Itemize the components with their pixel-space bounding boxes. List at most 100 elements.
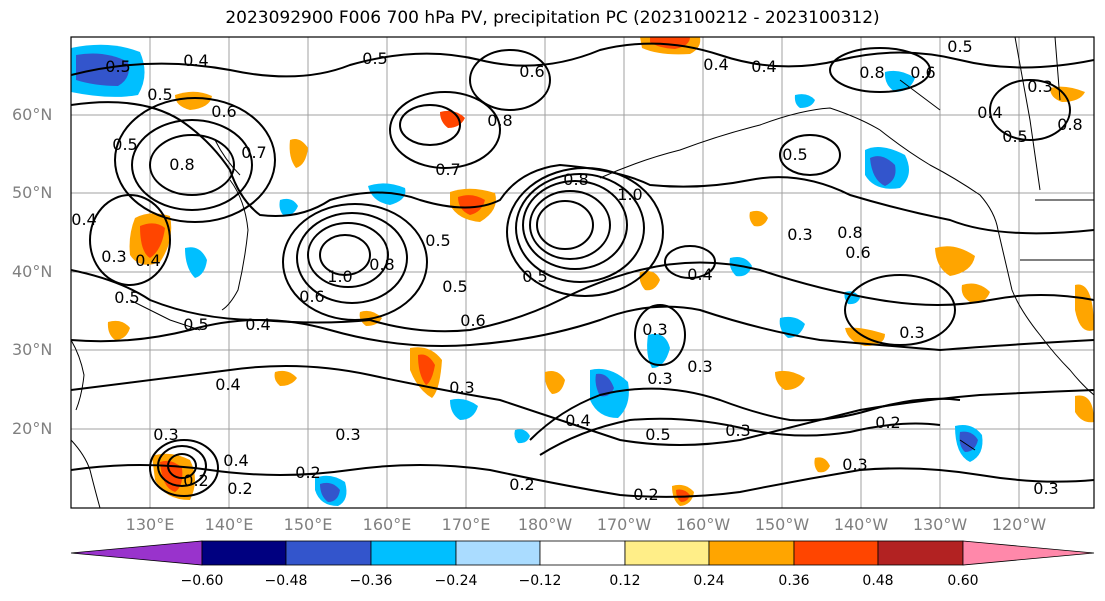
lon-label: 170°E: [441, 515, 491, 534]
contour-label: 0.6: [519, 62, 544, 81]
lon-label: 130°W: [912, 515, 968, 534]
contour-label: 0.4: [183, 51, 208, 70]
contour-label: 0.2: [875, 413, 900, 432]
contour-label: 0.5: [442, 277, 467, 296]
lat-label: 30°N: [12, 340, 53, 359]
colorbar-swatch: [624, 540, 710, 566]
contour-label: 0.3: [153, 425, 178, 444]
contour-label: 0.5: [782, 145, 807, 164]
contour-label: 0.3: [687, 357, 712, 376]
contour-label: 0.4: [703, 55, 728, 74]
contour-label: 0.5: [183, 315, 208, 334]
contour-label: 0.5: [114, 288, 139, 307]
colorbar-swatch: [370, 540, 457, 566]
contour-label: 0.5: [362, 49, 387, 68]
contour-label: 0.2: [183, 471, 208, 490]
contour-label: 0.3: [842, 455, 867, 474]
contour-label: 0.4: [135, 251, 160, 270]
contour-label: 0.6: [299, 287, 324, 306]
contour-label: 0.6: [460, 311, 485, 330]
colorbar-tick-label: 0.36: [778, 573, 810, 589]
lon-label: 170°W: [596, 515, 652, 534]
lat-label: 60°N: [12, 105, 53, 124]
lat-label: 40°N: [12, 262, 53, 281]
colorbar-swatch: [877, 540, 964, 566]
colorbar-swatch: [793, 540, 879, 566]
contour-label: 0.4: [977, 103, 1002, 122]
contour-label: 0.5: [522, 267, 547, 286]
contour-label: 0.7: [241, 143, 266, 162]
contour-label: 1.0: [327, 267, 352, 286]
colorbar-swatch: [708, 540, 795, 566]
lon-label: 150°W: [754, 515, 810, 534]
contour-label: 0.4: [223, 451, 248, 470]
contour-label: 0.3: [335, 425, 360, 444]
contour-label: 0.8: [1057, 115, 1082, 134]
contour-labels: 0.5 0.4 0.5 0.6 0.5 0.8 0.7 0.8 0.5 0.7 …: [71, 37, 1082, 504]
contour-label: 0.5: [112, 135, 137, 154]
contour-label: 0.7: [435, 160, 460, 179]
contour-label: 0.6: [211, 102, 236, 121]
colorbar-tick-label: 0.48: [862, 573, 894, 589]
contour-label: 0.8: [563, 170, 588, 189]
colorbar-swatch: [201, 540, 287, 566]
contour-label: 0.5: [425, 231, 450, 250]
contour-label: 0.4: [565, 411, 590, 430]
contour-label: 0.5: [105, 57, 130, 76]
lon-label: 130°E: [125, 515, 175, 534]
contour-label: 0.6: [845, 243, 870, 262]
lon-label: 140°W: [833, 515, 889, 534]
colorbar-tick-label: −0.12: [518, 573, 562, 589]
colorbar-tick-label: −0.24: [434, 573, 478, 589]
pv-contours: [71, 42, 1094, 498]
contour-label: 0.8: [837, 223, 862, 242]
contour-label: 0.3: [642, 320, 667, 339]
contour-label: 0.4: [751, 57, 776, 76]
contour-label: 0.5: [645, 425, 670, 444]
contour-label: 0.5: [147, 85, 172, 104]
contour-label: 0.3: [899, 323, 924, 342]
contour-label: 1.0: [617, 185, 642, 204]
contour-label: 0.4: [245, 315, 270, 334]
contour-label: 0.8: [859, 63, 884, 82]
coastlines: [71, 37, 1094, 508]
contour-label: 0.8: [487, 111, 512, 130]
lon-label: 180°W: [517, 515, 573, 534]
contour-label: 0.2: [227, 479, 252, 498]
colorbar-tick-label: 0.24: [693, 573, 725, 589]
contour-label: 0.5: [947, 37, 972, 56]
colorbar: [70, 540, 1095, 566]
contour-label: 0.4: [215, 375, 240, 394]
colorbar-tick-label: −0.36: [349, 573, 393, 589]
lat-label: 50°N: [12, 183, 53, 202]
contour-label: 0.3: [725, 421, 750, 440]
contour-label: 0.3: [1033, 479, 1058, 498]
contour-label: 0.3: [1027, 77, 1052, 96]
colorbar-tick-label: 0.12: [609, 573, 641, 589]
lon-label: 140°E: [204, 515, 254, 534]
colorbar-tick-label: 0.60: [947, 573, 979, 589]
contour-label: 0.4: [687, 265, 712, 284]
contour-label: 0.8: [169, 155, 194, 174]
colorbar-swatch: [962, 540, 1095, 566]
colorbar-tick-label: −0.60: [180, 573, 224, 589]
colorbar-tick-label: −0.48: [264, 573, 308, 589]
contour-label: 0.2: [633, 485, 658, 504]
contour-label: 0.3: [787, 225, 812, 244]
colorbar-swatch: [70, 540, 203, 566]
contour-label: 0.2: [509, 475, 534, 494]
contour-label: 0.8: [369, 255, 394, 274]
map-frame: [70, 36, 1095, 509]
colorbar-swatch: [539, 540, 626, 566]
contour-label: 0.2: [295, 463, 320, 482]
contour-label: 0.3: [647, 369, 672, 388]
lon-label: 120°W: [991, 515, 1047, 534]
map-title: 2023092900 F006 700 hPa PV, precipitatio…: [225, 8, 880, 28]
contour-label: 0.6: [910, 63, 935, 82]
contour-label: 0.5: [1002, 127, 1027, 146]
contour-label: 0.3: [101, 247, 126, 266]
graticule: [71, 37, 1094, 508]
lon-label: 160°W: [675, 515, 731, 534]
colorbar-swatch: [285, 540, 372, 566]
